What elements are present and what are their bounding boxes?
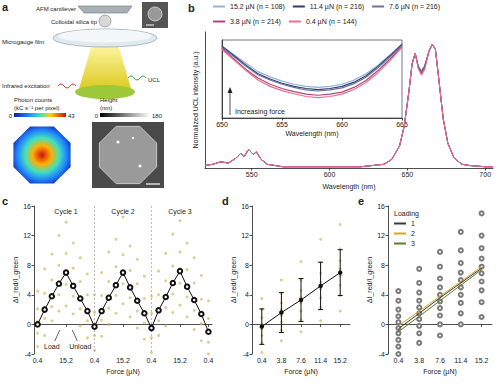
svg-text:11.4 µN (n = 216): 11.4 µN (n = 216): [310, 3, 364, 11]
svg-text:4: 4: [381, 291, 385, 298]
svg-text:Force (µN): Force (µN): [423, 368, 457, 376]
svg-text:12: 12: [23, 232, 31, 239]
svg-text:0.4: 0.4: [394, 357, 404, 364]
svg-text:Colloidal silica tip: Colloidal silica tip: [51, 19, 98, 25]
svg-text:b: b: [188, 2, 195, 14]
svg-text:1: 1: [411, 220, 415, 227]
svg-text:16: 16: [241, 203, 249, 210]
svg-text:0.4: 0.4: [33, 357, 43, 364]
svg-text:ΔI_red/I_green: ΔI_red/I_green: [12, 257, 20, 303]
svg-text:0: 0: [95, 113, 99, 119]
svg-text:0.4 µN (n = 144): 0.4 µN (n = 144): [306, 18, 357, 26]
svg-text:0: 0: [245, 321, 249, 328]
svg-text:0: 0: [27, 321, 31, 328]
svg-text:43: 43: [68, 113, 75, 119]
svg-text:15.2: 15.2: [116, 357, 130, 364]
svg-text:e: e: [358, 195, 364, 207]
svg-text:UCL: UCL: [148, 77, 161, 83]
svg-text:650: 650: [402, 171, 414, 178]
svg-text:7.6: 7.6: [296, 357, 306, 364]
svg-text:Cycle 2: Cycle 2: [111, 208, 134, 216]
svg-text:16: 16: [377, 203, 385, 210]
svg-text:7.6 µN (n = 216): 7.6 µN (n = 216): [389, 3, 440, 11]
svg-text:Photon counts: Photon counts: [14, 97, 52, 103]
svg-text:7.6: 7.6: [435, 357, 445, 364]
svg-text:15.2: 15.2: [59, 357, 73, 364]
svg-text:Infrared excitation: Infrared excitation: [2, 83, 50, 89]
svg-text:4: 4: [245, 291, 249, 298]
svg-text:ΔI_red/I_green: ΔI_red/I_green: [366, 257, 374, 303]
svg-text:4: 4: [27, 291, 31, 298]
svg-text:Cycle 3: Cycle 3: [168, 208, 191, 216]
svg-text:700: 700: [479, 171, 491, 178]
svg-text:Increasing force: Increasing force: [235, 108, 285, 116]
svg-text:Loading: Loading: [394, 210, 419, 218]
svg-text:Wavelength (nm): Wavelength (nm): [285, 130, 338, 138]
svg-text:180: 180: [152, 113, 163, 119]
svg-text:Force (µN): Force (µN): [106, 368, 140, 376]
svg-text:15.2: 15.2: [333, 357, 347, 364]
svg-text:AFM cantilever: AFM cantilever: [36, 6, 76, 12]
svg-text:3.8 µN (n = 214): 3.8 µN (n = 214): [230, 18, 281, 26]
svg-text:(kC s⁻¹ per pixel): (kC s⁻¹ per pixel): [14, 105, 60, 111]
svg-text:0: 0: [9, 113, 13, 119]
svg-text:15.2: 15.2: [475, 357, 489, 364]
svg-text:8: 8: [381, 262, 385, 269]
svg-text:3.8: 3.8: [414, 357, 424, 364]
svg-text:660: 660: [336, 121, 348, 128]
svg-text:655: 655: [276, 121, 288, 128]
svg-text:d: d: [222, 195, 229, 207]
svg-text:Load: Load: [44, 343, 60, 350]
svg-text:8: 8: [27, 262, 31, 269]
svg-text:3: 3: [411, 240, 415, 247]
svg-text:15.2: 15.2: [173, 357, 187, 364]
svg-text:12: 12: [377, 232, 385, 239]
svg-text:0.4: 0.4: [147, 357, 157, 364]
svg-text:0.4: 0.4: [204, 357, 214, 364]
svg-text:0.4: 0.4: [257, 357, 267, 364]
svg-text:650: 650: [216, 121, 228, 128]
svg-text:c: c: [2, 195, 8, 207]
svg-text:-4: -4: [25, 351, 31, 358]
svg-text:15.2 µN (n = 108): 15.2 µN (n = 108): [230, 3, 285, 11]
svg-text:3.8: 3.8: [277, 357, 287, 364]
svg-text:a: a: [2, 1, 9, 13]
svg-text:665: 665: [396, 121, 408, 128]
svg-text:Microgauge film: Microgauge film: [2, 39, 44, 45]
svg-text:(nm): (nm): [100, 105, 112, 111]
svg-text:16: 16: [23, 203, 31, 210]
svg-text:0.4: 0.4: [90, 357, 100, 364]
svg-text:-4: -4: [379, 351, 385, 358]
svg-text:12: 12: [241, 232, 249, 239]
svg-text:550: 550: [246, 171, 258, 178]
svg-text:Cycle 1: Cycle 1: [54, 208, 77, 216]
svg-text:ΔI_red/I_green: ΔI_red/I_green: [230, 257, 238, 303]
svg-text:Unload: Unload: [69, 343, 91, 350]
svg-text:600: 600: [324, 171, 336, 178]
svg-text:0: 0: [381, 321, 385, 328]
svg-text:11.4: 11.4: [314, 357, 327, 364]
svg-text:Height: Height: [100, 97, 118, 103]
svg-text:Normalized UCL intensity (a.u.: Normalized UCL intensity (a.u.): [192, 52, 200, 149]
svg-text:Wavelength (nm): Wavelength (nm): [322, 183, 375, 191]
svg-text:2: 2: [411, 230, 415, 237]
svg-text:Force (µN): Force (µN): [284, 368, 318, 376]
svg-text:11.4: 11.4: [454, 357, 467, 364]
svg-text:8: 8: [245, 262, 249, 269]
svg-text:-4: -4: [243, 351, 249, 358]
